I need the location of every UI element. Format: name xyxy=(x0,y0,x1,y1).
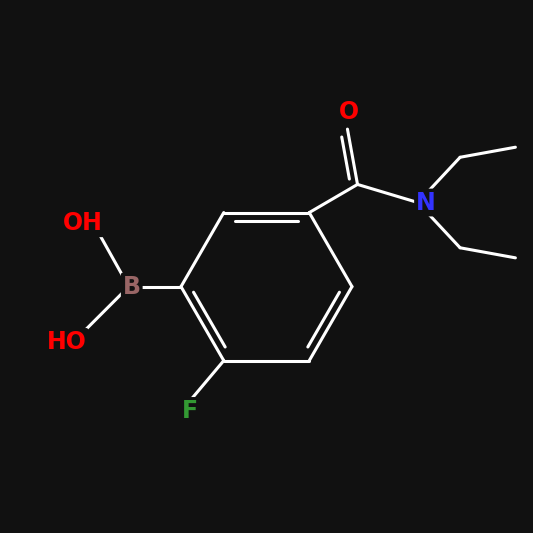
Text: OH: OH xyxy=(62,211,102,235)
Text: O: O xyxy=(338,100,359,124)
Text: F: F xyxy=(182,399,198,423)
Text: N: N xyxy=(416,190,436,214)
Text: B: B xyxy=(123,274,141,298)
Text: HO: HO xyxy=(46,330,86,354)
